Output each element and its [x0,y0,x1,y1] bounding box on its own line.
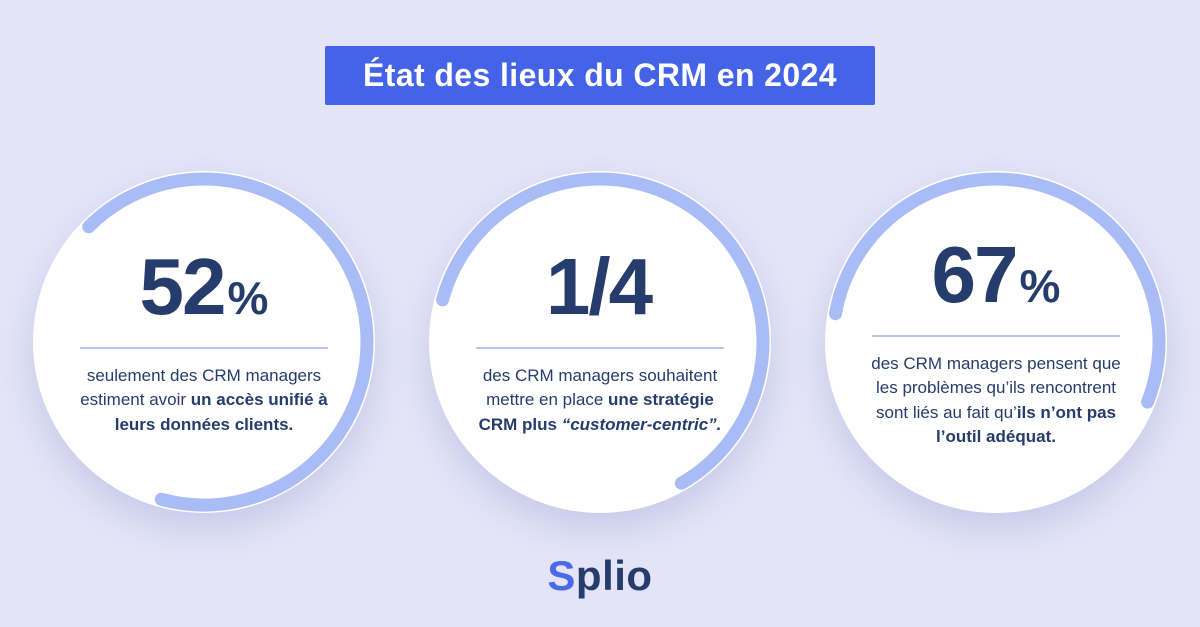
stat-value: 1/4 [546,247,654,327]
stat-description: seulement des CRM managers estiment avoi… [72,364,336,436]
stat-number: 52 [139,242,227,332]
desc-bold: ils n’ont pas l’outil adéquat. [936,402,1116,446]
title-banner: État des lieux du CRM en 2024 [325,46,875,105]
divider-line [476,347,724,350]
stat-content: 52% seulement des CRM managers estiment … [33,171,375,513]
stat-content: 67% des CRM managers pensent que les pro… [825,171,1167,513]
divider-line [80,347,328,350]
logo-rest: plio [575,552,653,599]
stat-content: 1/4 des CRM managers souhaitent mettre e… [429,171,771,513]
stat-unit: % [227,272,269,325]
stat-circle-3: 67% des CRM managers pensent que les pro… [825,171,1167,513]
stat-value: 67% [932,235,1061,315]
desc-normal: seulement des CRM managers estiment avoi… [80,366,322,410]
divider-line [872,335,1120,338]
logo-letter-s: S [547,552,576,599]
stat-circle-2: 1/4 des CRM managers souhaitent mettre e… [429,171,771,513]
desc-bold-italic: “customer-centric”. [561,414,722,434]
stat-unit: % [1019,260,1061,313]
stat-description: des CRM managers souhaitent mettre en pl… [468,364,732,436]
stat-number: 67 [931,230,1019,320]
stat-description: des CRM managers pensent que les problèm… [864,352,1128,449]
footer: Splio [547,555,652,597]
stat-circle-1: 52% seulement des CRM managers estiment … [33,171,375,513]
stats-row: 52% seulement des CRM managers estiment … [33,171,1167,513]
page-title: État des lieux du CRM en 2024 [363,57,837,93]
desc-normal: des CRM managers souhaitent mettre en pl… [482,366,718,410]
splio-logo: Splio [547,555,652,597]
desc-bold: un accès unifié à leurs données clients. [114,390,328,434]
desc-bold: une stratégie CRM plus [478,390,714,434]
desc-normal: des CRM managers pensent que les problèm… [871,354,1121,422]
stat-value: 52% [140,247,269,327]
stat-number: 1/4 [545,242,653,332]
